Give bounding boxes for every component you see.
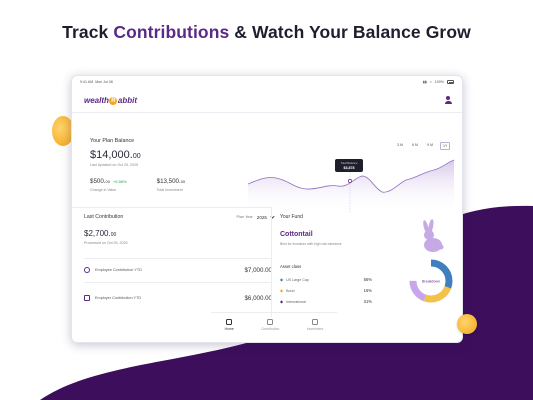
fund-description: Best for investors with high risk tolera… [280, 242, 342, 246]
balance-stats: $500.00 +9.56% Change in Value $13,500.00… [90, 178, 250, 192]
nav-contribution[interactable]: Contribution [261, 318, 280, 331]
status-time: 9:41 AM [80, 80, 94, 84]
chart-marker-dot [348, 179, 352, 183]
change-cents: 00 [105, 179, 110, 184]
chart-line [248, 159, 454, 193]
fund-title: Your Fund [280, 214, 303, 220]
tooltip-value: $3,878 [343, 166, 355, 171]
asset-diamond-icon: ◆ [280, 299, 284, 304]
invest-value: $13,500. [156, 178, 181, 185]
status-date: Mon Jul 08 [95, 80, 113, 84]
asset-diamond-icon: ◆ [280, 277, 284, 282]
plan-balance-title: Your Plan Balance [90, 138, 135, 144]
asset-percent: 16% [363, 288, 372, 293]
change-value: $500. [90, 178, 106, 185]
ytd-amount: $6,000.00 [244, 294, 272, 302]
change-in-value: $500.00 +9.56% Change in Value [90, 178, 127, 192]
investment-icon [312, 318, 318, 325]
ytd-label: Employer Contribution YTD [95, 296, 142, 300]
last-contribution-amount: $2,700.00 [84, 229, 274, 238]
coin-decoration-right [457, 314, 477, 334]
contribution-icon [267, 318, 274, 325]
rabbit-icon [423, 219, 444, 252]
asset-row: ◆ US Large Cap 56% [280, 277, 372, 282]
ytd-divider-top [84, 258, 272, 259]
ytd-label: Employee Contribution YTD [95, 268, 142, 272]
asset-name: International [286, 299, 306, 304]
balance-line-chart[interactable] [248, 154, 454, 214]
donut-label: Breakdown [422, 280, 440, 284]
plan-year-value: 2025 [256, 214, 267, 220]
asset-row: ◆ Bond 16% [280, 288, 372, 293]
chart-tooltip: Total Balance $3,878 [335, 159, 363, 172]
balance-main: $14,000. [90, 149, 133, 161]
plan-year-selector[interactable]: Plan Year 2025 [236, 214, 275, 220]
ytd-amount: $7,000.00 [244, 266, 272, 274]
contribution-main: $2,700. [84, 229, 111, 238]
fund-name: Cottontail [280, 231, 313, 238]
status-bar: 9:41 AM Mon Jul 08 ▮▮ ≈ 100% [72, 76, 462, 88]
invest-label: Total Investment [156, 188, 183, 192]
battery-percent: 100% [434, 80, 444, 84]
your-fund-card: Your Fund Cottontail Best for investors … [271, 207, 462, 317]
range-1y-button[interactable]: 1Y [440, 142, 451, 150]
plan-balance-value: $14,000.00 [90, 149, 250, 161]
range-3m-button[interactable]: 3 M [397, 143, 403, 147]
headline: Track Contributions & Watch Your Balance… [0, 22, 533, 43]
time-range-selector: 3 M 6 M 9 M 1Y [395, 142, 451, 150]
home-icon [226, 318, 233, 325]
asset-name: US Large Cap [286, 277, 309, 282]
ytd-row[interactable]: Employer Contribution YTD $6,000.00 [84, 290, 272, 306]
invest-cents: 00 [180, 179, 186, 184]
appbar-divider [72, 112, 462, 113]
nav-investment[interactable]: Investment [306, 318, 324, 331]
logo-prefix: wealth [84, 95, 109, 105]
processed-date: Processed on Oct 25, 2025 [84, 241, 128, 245]
logo-suffix: abbit [117, 95, 138, 105]
asset-row: ◆ International 31% [280, 299, 372, 304]
balance-cents: 00 [132, 153, 141, 160]
tooltip-label: Total Balance [340, 161, 358, 166]
total-investment: $13,500.00 Total Investment [157, 178, 186, 192]
last-contribution-card: Last Contribution Plan Year 2025 $2,700.… [84, 214, 275, 245]
asset-class-title: Asset class [280, 264, 302, 269]
asset-diamond-icon: ◆ [280, 288, 284, 293]
asset-donut-chart[interactable]: Breakdown [407, 257, 455, 305]
asset-name: Bond [286, 288, 295, 293]
signal-icon: ▮▮ [422, 80, 427, 84]
ytd-row[interactable]: Employee Contribution YTD $7,000.00 [84, 262, 272, 278]
headline-prefix: Track [62, 22, 114, 42]
last-contribution-title: Last Contribution [84, 214, 124, 220]
range-9m-button[interactable]: 9 M [427, 143, 433, 147]
nav-label: Home [224, 326, 234, 331]
employer-icon [84, 295, 90, 301]
plan-balance-card: Your Plan Balance $14,000.00 Last Update… [90, 138, 250, 192]
user-icon[interactable] [444, 96, 452, 104]
contribution-cents: 00 [110, 232, 117, 238]
ytd-divider [84, 282, 272, 283]
headline-accent: Contributions [113, 22, 230, 42]
bottom-navigation: Home Contribution Investment [211, 312, 337, 336]
chart-area [248, 160, 454, 214]
balance-updated-date: Last Updated on Oct 25, 2025 [90, 163, 138, 167]
range-6m-button[interactable]: 6 M [412, 143, 418, 147]
change-label: Change in Value [90, 188, 117, 192]
logo-mark: R [109, 96, 118, 105]
employee-icon [84, 267, 90, 273]
change-percent-badge: +9.56% [112, 179, 127, 184]
asset-percent: 56% [363, 277, 372, 282]
nav-label: Investment [306, 326, 324, 331]
headline-suffix: & Watch Your Balance Grow [229, 22, 471, 42]
nav-label: Contribution [261, 326, 280, 331]
coin-decoration-left [52, 116, 74, 146]
wifi-icon: ≈ [429, 80, 432, 84]
plan-year-label: Plan Year [236, 215, 253, 219]
section-divider [72, 207, 271, 208]
nav-home[interactable]: Home [224, 318, 234, 331]
battery-icon [447, 80, 454, 84]
asset-percent: 31% [363, 299, 372, 304]
